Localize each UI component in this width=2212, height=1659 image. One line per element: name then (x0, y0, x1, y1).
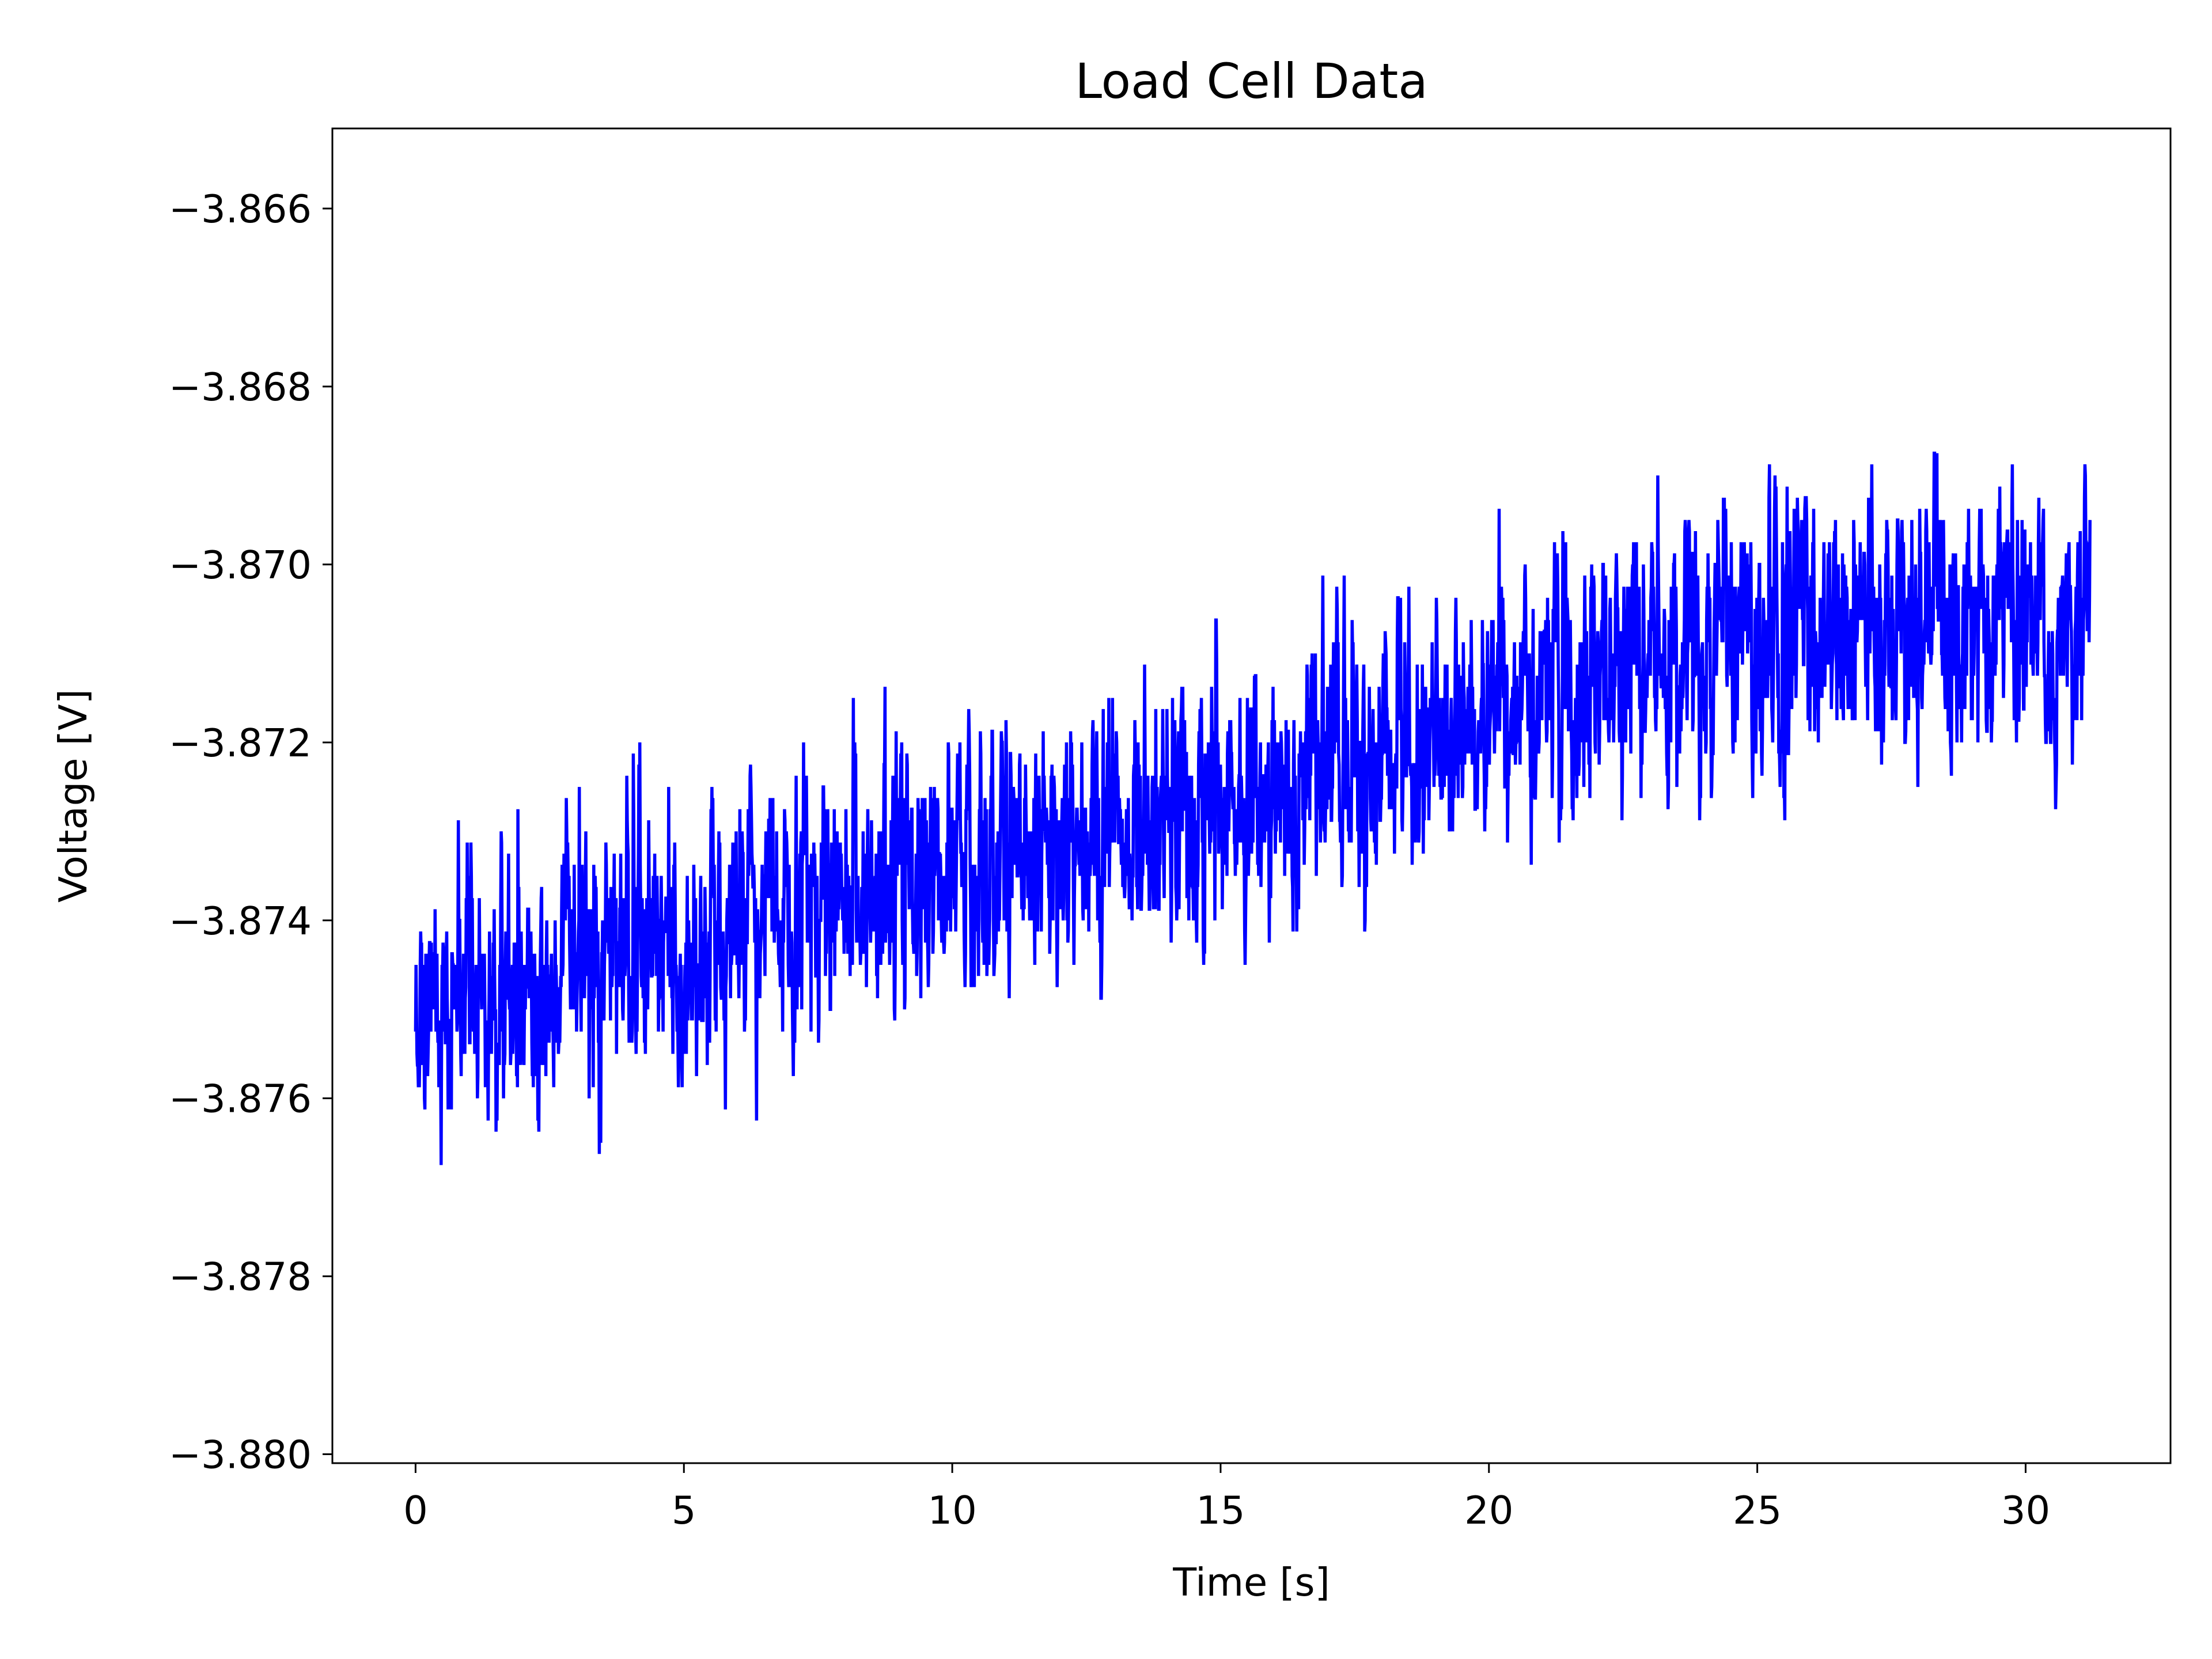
x-tick-label: 0 (403, 1488, 428, 1533)
y-tick-label: −3.872 (169, 721, 312, 766)
y-tick-label: −3.874 (169, 899, 312, 944)
y-tick-label: −3.870 (169, 543, 312, 588)
y-tick-label: −3.880 (169, 1433, 312, 1478)
y-tick-label: −3.866 (169, 187, 312, 232)
x-tick-label: 5 (672, 1488, 696, 1533)
x-tick-label: 30 (2001, 1488, 2050, 1533)
x-tick-label: 25 (1733, 1488, 1782, 1533)
x-tick-label: 10 (927, 1488, 976, 1533)
x-tick-label: 15 (1196, 1488, 1245, 1533)
x-tick-label: 20 (1464, 1488, 1513, 1533)
chart-title: Load Cell Data (1075, 53, 1428, 109)
y-tick-label: −3.878 (169, 1255, 312, 1300)
x-axis-label: Time [s] (1172, 1560, 1330, 1605)
y-tick-label: −3.868 (169, 365, 312, 410)
y-tick-label: −3.876 (169, 1077, 312, 1122)
y-axis-label: Voltage [V] (51, 689, 96, 903)
